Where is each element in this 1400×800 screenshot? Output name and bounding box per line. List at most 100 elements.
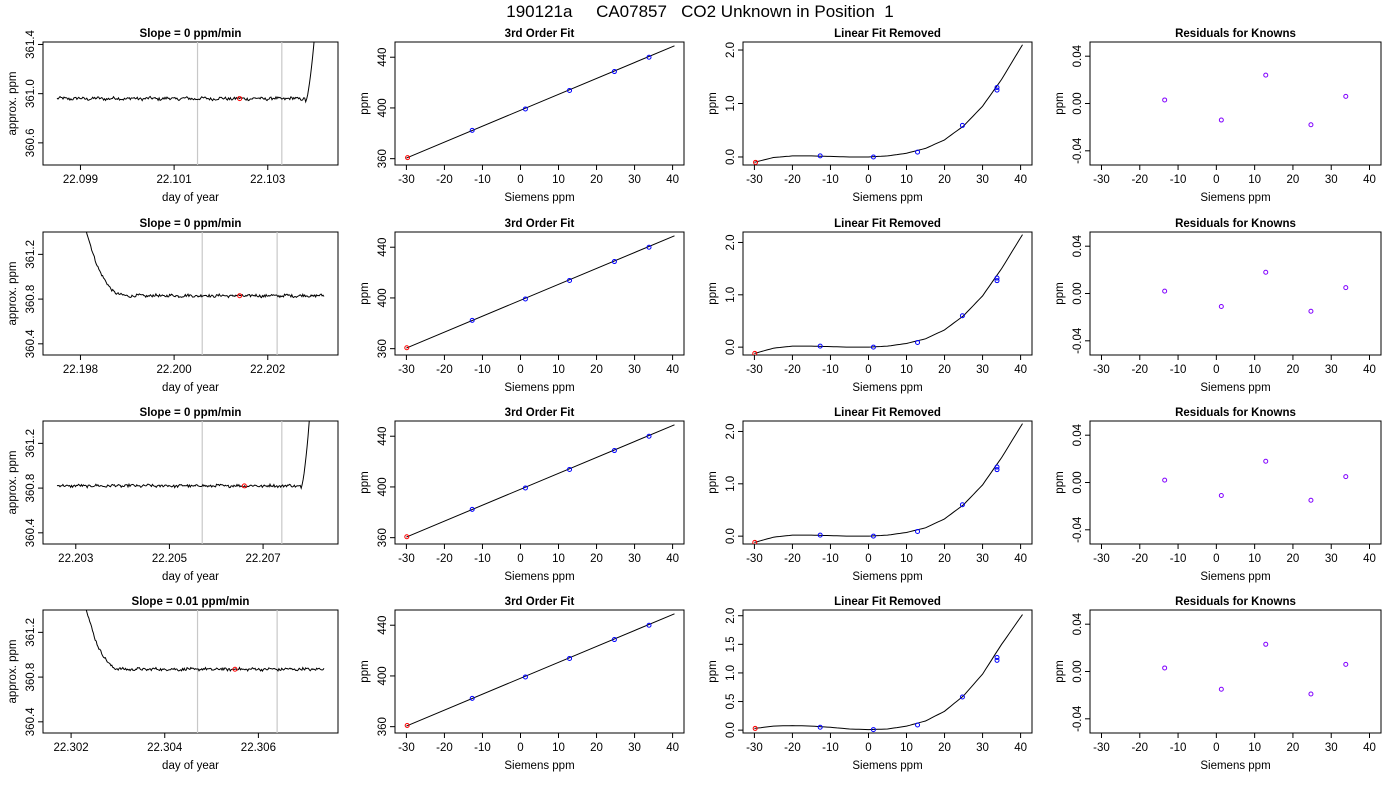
known-point	[469, 127, 475, 133]
known-point	[994, 464, 1000, 470]
plot-area	[1162, 72, 1349, 128]
known-point	[870, 344, 876, 350]
x-tick-label: -20	[1131, 364, 1148, 376]
x-tick-label: 22.207	[245, 553, 280, 565]
known-point	[915, 722, 921, 728]
x-tick-label: 40	[1014, 364, 1027, 376]
panel-fit-row-1: 3rd Order Fit -30 -20 -10 0 10 20 30 40 360 400 440…	[359, 28, 685, 204]
panel-timeseries-row-4: Slope = 0.01 ppm/min 22.302 22.304 22.306 36…	[7, 596, 339, 772]
y-axis-label: ppm	[707, 660, 719, 682]
plot-area	[1162, 458, 1349, 503]
panel-timeseries-row-3: Slope = 0 ppm/min 22.203 22.205 22.207 360.4…	[7, 407, 339, 583]
known-point	[817, 343, 823, 349]
panel-timeseries-row-1: Slope = 0 ppm/min 22.099 22.101 22.103 360.6…	[7, 28, 339, 204]
x-tick-label: 22.205	[152, 553, 187, 565]
x-tick-label: -10	[1170, 174, 1187, 186]
unknown-point	[404, 723, 410, 729]
plot-frame	[1089, 420, 1382, 545]
known-point	[611, 69, 617, 75]
x-tick-label: 20	[938, 174, 951, 186]
panel-linear-removed-row-1: Linear Fit Removed -30 -20 -10 0 10 20 30 40 0.0 1…	[707, 28, 1033, 204]
known-point	[870, 727, 876, 733]
y-axis-label: approx. ppm	[7, 262, 19, 326]
x-tick-label: 22.198	[63, 364, 98, 376]
x-tick-label: -30	[398, 174, 415, 186]
y-axis-label: ppm	[707, 92, 719, 114]
plot-area	[404, 424, 675, 540]
panel-title: 3rd Order Fit	[505, 28, 575, 40]
known-point	[994, 657, 1000, 663]
plot-frame	[394, 609, 685, 734]
residual-point	[1343, 93, 1349, 99]
x-tick-label: 40	[666, 742, 679, 754]
residual-point	[1308, 691, 1314, 697]
plot-frame	[42, 420, 339, 545]
x-tick-label: 40	[1014, 174, 1027, 186]
plot-area	[404, 613, 675, 729]
x-tick-label: 30	[628, 742, 641, 754]
x-tick-label: -10	[474, 364, 491, 376]
known-point	[567, 655, 573, 661]
x-tick-label: -30	[746, 364, 763, 376]
residual-point	[1343, 474, 1349, 480]
x-tick-label: -10	[1170, 742, 1187, 754]
plot-area	[404, 235, 675, 351]
unknown-point	[237, 96, 243, 102]
plot-frame	[394, 420, 685, 545]
time-series-line	[85, 610, 325, 673]
x-tick-label: 20	[1287, 174, 1300, 186]
y-tick-label: 360	[377, 717, 389, 736]
y-tick-label: 2.0	[725, 42, 737, 58]
x-tick-label: 10	[1248, 364, 1261, 376]
time-series-line	[85, 232, 325, 299]
panel-title: Residuals for Knowns	[1175, 28, 1296, 40]
x-tick-label: 20	[590, 174, 603, 186]
panel-residuals-row-1: Residuals for Knowns -30 -20 -10 0 10 20 30 40 -0…	[1054, 28, 1382, 204]
known-point	[646, 622, 652, 628]
y-tick-label: 400	[377, 666, 389, 685]
y-tick-label: 440	[377, 427, 389, 446]
y-tick-label: 0.0	[725, 528, 737, 544]
x-tick-label: -10	[822, 553, 839, 565]
x-tick-label: 20	[590, 553, 603, 565]
plot-frame	[742, 41, 1033, 166]
known-point	[994, 467, 1000, 473]
x-tick-label: 30	[1325, 553, 1338, 565]
y-tick-label: 0.04	[1072, 234, 1084, 257]
panel-linear-removed-row-4: Linear Fit Removed -30 -20 -10 0 10 20 30 40 0.0 0…	[707, 596, 1033, 772]
x-axis-label: Siemens ppm	[852, 382, 922, 394]
y-tick-label: 360.4	[25, 329, 37, 358]
x-tick-label: -10	[822, 364, 839, 376]
panel-title: Slope = 0 ppm/min	[140, 218, 242, 230]
x-tick-label: -30	[398, 364, 415, 376]
unknown-point	[753, 159, 759, 165]
x-tick-label: 10	[552, 553, 565, 565]
y-tick-label: 360.4	[25, 707, 37, 736]
x-tick-label: -20	[784, 174, 801, 186]
x-tick-label: 40	[1363, 742, 1376, 754]
unknown-point	[752, 539, 758, 544]
known-point	[959, 694, 965, 700]
x-tick-label: 10	[1248, 742, 1261, 754]
y-tick-label: 361.4	[25, 29, 37, 58]
panel-title: Residuals for Knowns	[1175, 218, 1296, 230]
cubic-curve	[754, 234, 1023, 354]
y-tick-label: 400	[377, 477, 389, 496]
x-tick-label: 0	[865, 742, 871, 754]
y-tick-label: 0.00	[1072, 660, 1084, 682]
plot-frame	[42, 41, 339, 166]
y-tick-label: 1.5	[725, 636, 737, 652]
residual-point	[1263, 269, 1269, 275]
x-tick-label: 22.306	[241, 742, 276, 754]
x-tick-label: -30	[1093, 553, 1110, 565]
x-tick-label: 10	[900, 174, 913, 186]
panel-linear-removed-row-2: Linear Fit Removed -30 -20 -10 0 10 20 30 40 0.0 1…	[707, 218, 1033, 394]
y-tick-label: 0.5	[725, 694, 737, 710]
y-tick-label: 0.0	[725, 339, 737, 355]
known-point	[915, 149, 921, 155]
y-tick-label: 440	[377, 238, 389, 257]
x-axis-label: Siemens ppm	[1200, 192, 1270, 204]
x-tick-label: -20	[1131, 174, 1148, 186]
plot-frame	[1089, 231, 1382, 356]
x-axis-label: day of year	[162, 382, 219, 394]
